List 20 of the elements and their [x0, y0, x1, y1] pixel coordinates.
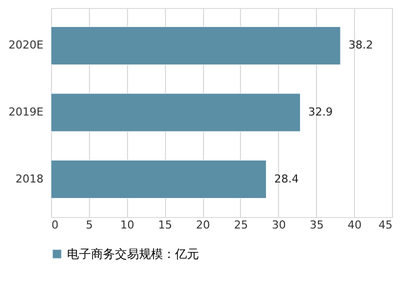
- x-tick-label: 40: [348, 218, 362, 232]
- y-tick-label: 2018: [16, 172, 44, 186]
- data-label: 28.4: [274, 172, 299, 186]
- x-tick-label: 15: [158, 218, 172, 232]
- x-tick-label: 25: [234, 218, 248, 232]
- data-label: 32.9: [308, 106, 333, 118]
- legend-label: 电子商务交易规模：亿元: [67, 247, 199, 261]
- y-tick-label: 2020E: [8, 38, 44, 52]
- x-tick-label: 5: [86, 218, 93, 232]
- x-tick-label: 35: [310, 218, 324, 232]
- x-tick-label: 45: [378, 218, 392, 232]
- x-tick-label: 0: [52, 218, 58, 232]
- bar: [50, 160, 266, 199]
- x-tick-label: 10: [120, 218, 134, 232]
- y-tick-label: 2019E: [8, 106, 44, 118]
- data-label: 38.2: [348, 38, 373, 52]
- x-tick-label: 30: [272, 218, 286, 232]
- bar: [50, 26, 341, 66]
- x-tick-label: 20: [196, 218, 210, 232]
- bar: [50, 93, 301, 132]
